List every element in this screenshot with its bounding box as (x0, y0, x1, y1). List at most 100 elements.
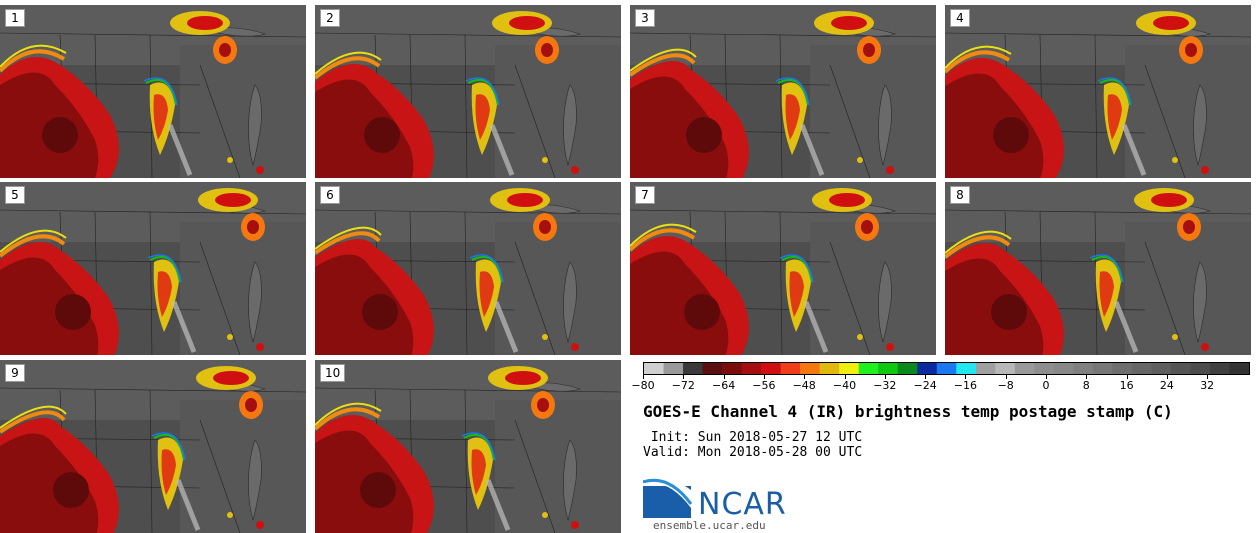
cirrus-streak (799, 124, 825, 176)
storm-cell (571, 521, 579, 529)
lake-outline (248, 261, 262, 344)
colorbar-tick-label: −8 (997, 379, 1014, 392)
colorbar-tick-label: 0 (1042, 379, 1050, 392)
storm-edge (315, 51, 382, 75)
storm-edge (315, 402, 382, 426)
storm-edge (630, 48, 697, 72)
storm-core (0, 433, 99, 533)
storm-core (161, 449, 176, 495)
storm-core (991, 294, 1027, 330)
lake-outline (878, 84, 892, 167)
state-border (779, 211, 783, 355)
storm-edge (465, 77, 500, 106)
state-border (514, 64, 556, 178)
storm-cell (857, 334, 863, 340)
storm-cell (886, 343, 894, 351)
storm-core (505, 371, 541, 385)
storm-core (541, 43, 553, 57)
storm-core (187, 16, 223, 30)
storm-edge (777, 78, 809, 106)
storm-core (42, 117, 78, 153)
storm-cell (227, 334, 233, 340)
colorbar-tick-label: −48 (792, 379, 816, 392)
storm-core (831, 16, 867, 30)
storm-cell (542, 512, 548, 518)
colorbar-tick-label: −56 (752, 379, 776, 392)
storm-edge (145, 78, 177, 106)
storm-core (863, 43, 875, 57)
member-panel: 10 (315, 360, 621, 533)
storm-edge (1099, 78, 1131, 106)
storm-core (829, 193, 865, 207)
lake-outline (248, 439, 262, 522)
storm-cell (857, 157, 863, 163)
ir-map (315, 182, 621, 355)
colorbar-swatch (1190, 363, 1211, 374)
ir-map (315, 360, 621, 533)
colorbar-swatch (1229, 363, 1249, 374)
colorbar-tick-label: −72 (671, 379, 695, 392)
colorbar-tick-label: 16 (1119, 379, 1134, 392)
state-border (199, 64, 241, 178)
ir-map (630, 182, 936, 355)
colorbar-swatch (956, 363, 977, 374)
state-border (829, 64, 871, 178)
state-border (464, 389, 468, 533)
storm-edge (0, 49, 66, 73)
member-label: 10 (320, 364, 346, 382)
storm-edge (0, 410, 66, 434)
member-label: 9 (5, 364, 25, 382)
ncar-logo-text: NCAR (698, 487, 787, 522)
colorbar-tick-label: −64 (711, 379, 736, 392)
lake-outline (248, 84, 262, 167)
storm-edge (0, 229, 67, 253)
colorbar-tick (965, 374, 967, 379)
storm-edge (0, 405, 67, 429)
lake-outline (878, 261, 892, 344)
state-border (315, 32, 621, 38)
colorbar-tick (1166, 374, 1168, 379)
map-region (180, 45, 306, 178)
member-panel: 5 (0, 182, 306, 355)
state-border (514, 241, 556, 355)
colorbar-tick (1086, 374, 1088, 379)
member-label: 4 (950, 9, 970, 27)
map-region (810, 222, 936, 355)
storm-cell (227, 512, 233, 518)
colorbar-swatch (683, 363, 704, 374)
storm-core (157, 271, 172, 317)
storm-edge (775, 77, 810, 106)
colorbar-swatch (741, 363, 762, 374)
colorbar-swatch (1053, 363, 1074, 374)
colorbar-swatch (761, 363, 782, 374)
storm-core (471, 449, 486, 495)
colorbar-tick (1046, 374, 1047, 379)
colorbar-swatch (1151, 363, 1172, 374)
state-border (945, 209, 1251, 215)
storm-core (539, 220, 551, 234)
storm-cell (1172, 334, 1178, 340)
storm-core (53, 472, 89, 508)
storm-core (945, 73, 1044, 178)
storm-edge (463, 433, 495, 461)
colorbar-tick-label: −32 (873, 379, 897, 392)
state-border (464, 211, 468, 355)
lake-outline (1193, 84, 1207, 167)
storm-core (686, 117, 722, 153)
storm-edge (630, 223, 697, 247)
storm-edge (469, 254, 504, 283)
colorbar-tick (1126, 374, 1128, 379)
storm-core (537, 398, 549, 412)
colorbar-swatch (819, 363, 840, 374)
init-time: Init: Sun 2018-05-27 12 UTC (643, 430, 863, 445)
storm-edge (0, 234, 66, 258)
colorbar-swatch (780, 363, 801, 374)
storm-core (507, 193, 543, 207)
map-region (495, 400, 621, 533)
colorbar-swatch (839, 363, 860, 374)
storm-cell (1172, 157, 1178, 163)
state-border (315, 387, 621, 393)
state-border (315, 209, 621, 215)
colorbar (643, 362, 1250, 375)
storm-core (479, 271, 494, 317)
